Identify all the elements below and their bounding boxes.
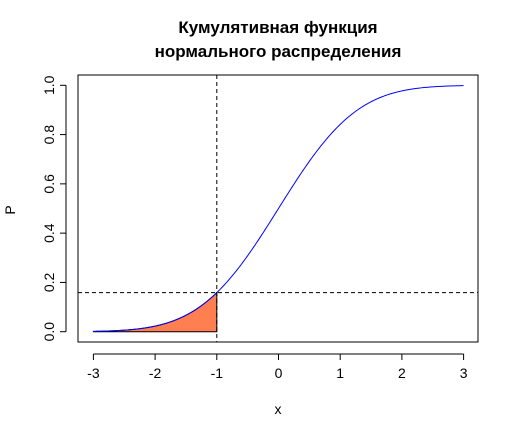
x-axis-label: x <box>275 401 282 417</box>
chart-title-line-2: нормального распределения <box>155 42 402 61</box>
x-tick-label: -2 <box>149 365 162 381</box>
y-tick-label: 0.0 <box>41 322 57 342</box>
x-tick-label: -3 <box>87 365 100 381</box>
y-tick-label: 0.8 <box>41 125 57 145</box>
chart-title-line-1: Кумулятивная функция <box>178 18 377 37</box>
x-tick-label: -1 <box>211 365 224 381</box>
y-axis-label: P <box>2 205 18 214</box>
x-tick-label: 3 <box>460 365 468 381</box>
y-tick-label: 0.6 <box>41 174 57 194</box>
x-tick-label: 2 <box>398 365 406 381</box>
x-tick-label: 0 <box>275 365 283 381</box>
x-tick-label: 1 <box>336 365 344 381</box>
cdf-series-line <box>93 86 463 332</box>
y-tick-label: 0.4 <box>41 223 57 243</box>
y-tick-label: 1.0 <box>41 75 57 95</box>
y-tick-label: 0.2 <box>41 272 57 292</box>
